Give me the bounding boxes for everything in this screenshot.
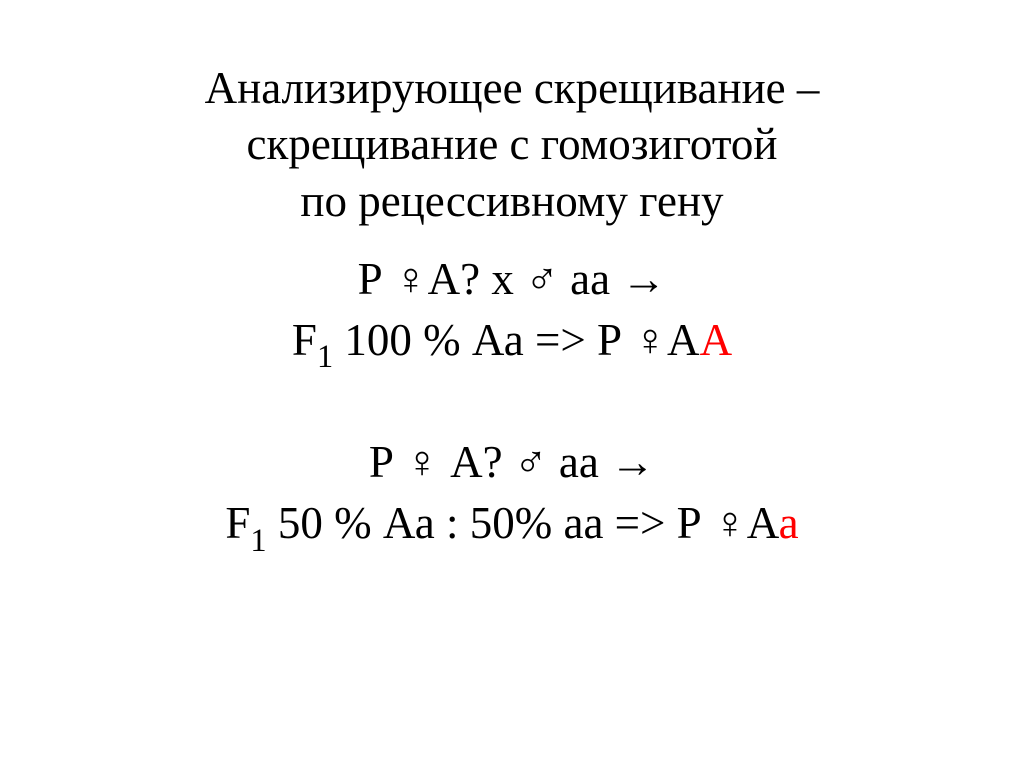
title-block: Анализирующее скрещивание – скрещивание … — [205, 60, 820, 229]
case1-f1: F1 100 % Аа => Р ♀АА — [292, 310, 732, 378]
case2-f1: F1 50 % Аа : 50% аа => Р ♀Аа — [225, 493, 798, 561]
case1-f1-prefix: F — [292, 315, 317, 365]
case1-f1-sub: 1 — [317, 339, 333, 375]
case1-f1-mid: 100 % Аа => Р ♀А — [333, 315, 699, 365]
case2-f1-sub: 1 — [250, 523, 266, 559]
title-line-2: скрещивание с гомозиготой — [205, 116, 820, 172]
slide: Анализирующее скрещивание – скрещивание … — [0, 0, 1024, 767]
title-line-1: Анализирующее скрещивание – — [205, 60, 820, 116]
case1-f1-red: А — [700, 315, 733, 365]
case1-parents: Р ♀А? х ♂ аа → — [358, 249, 667, 310]
case2-f1-mid: 50 % Аа : 50% аа => Р ♀А — [267, 498, 779, 548]
case2-f1-red: а — [779, 498, 799, 548]
case2-parents: Р ♀ А? ♂ аа → — [369, 432, 655, 493]
case2-f1-prefix: F — [225, 498, 250, 548]
title-line-3: по рецессивному гену — [205, 173, 820, 229]
